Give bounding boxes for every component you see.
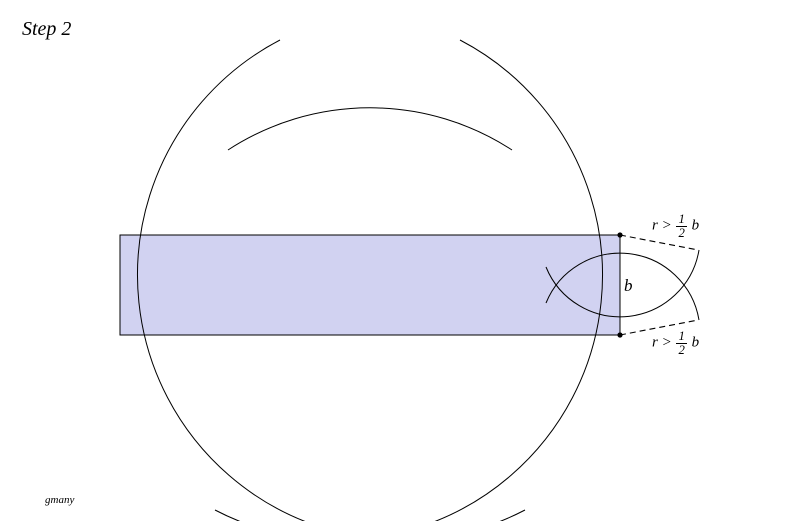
fraction-top-num: 1 — [676, 213, 686, 227]
label-r-bottom-suffix: b — [688, 335, 699, 351]
label-r-top-prefix: r > — [652, 218, 675, 234]
label-r-bottom-prefix: r > — [652, 335, 675, 351]
point-top-right — [617, 232, 622, 237]
geometry-svg — [0, 0, 800, 521]
point-bottom-right — [617, 332, 622, 337]
construction-rectangle — [120, 235, 620, 335]
label-r-top: r > 12 b — [652, 213, 699, 240]
fraction-bottom-den: 2 — [676, 344, 686, 357]
author-signature: gmany — [45, 494, 74, 506]
fraction-top-den: 2 — [676, 227, 686, 240]
label-b: b — [624, 276, 633, 296]
diagram-canvas: Step 2 b r > 12 b — [0, 0, 800, 521]
fraction-bottom: 12 — [676, 330, 686, 357]
label-r-top-suffix: b — [688, 218, 699, 234]
fraction-bottom-num: 1 — [676, 330, 686, 344]
large-arc-from-bottom-center — [207, 75, 533, 133]
fraction-top: 12 — [676, 213, 686, 240]
label-r-bottom: r > 12 b — [652, 330, 699, 357]
large-arc-upper — [228, 108, 512, 150]
